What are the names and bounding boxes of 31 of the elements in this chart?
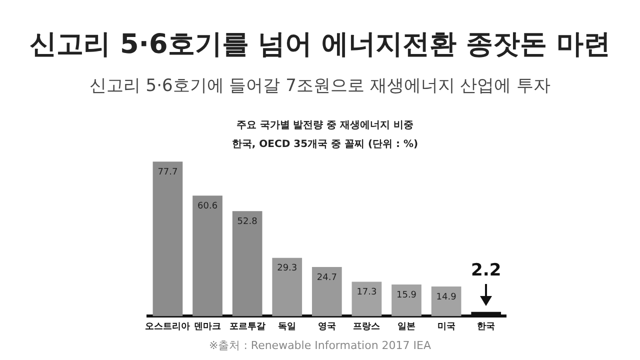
text: 주요 국가별 발전량 중 재생에너지 비중 (235, 119, 415, 133)
text: 한국, OECD 35개국 중 꼴찌 (단위 : %) (230, 138, 420, 152)
data-label: 14.9 (436, 292, 457, 302)
x-tick-label: 일본 (398, 321, 416, 332)
bar (312, 267, 342, 316)
data-label: 52.8 (237, 216, 258, 227)
x-tick-label: 포르투갈 (229, 321, 266, 332)
bar (192, 196, 222, 316)
bar (392, 284, 422, 316)
data-label: 15.9 (396, 290, 417, 300)
x-tick-label: 프랑스 (353, 321, 380, 332)
bar (431, 286, 462, 316)
data-label: 17.3 (356, 288, 377, 298)
x-tick-label: 덴마크 (194, 321, 222, 332)
bar (152, 162, 183, 316)
data-label: 29.3 (277, 264, 298, 274)
text: ※출처 : Renewable Information 2017 IEA (208, 338, 432, 353)
x-tick-label: 영국 (318, 321, 336, 332)
bar (232, 211, 262, 316)
chart-title: 신고리 5·6호기를 넘어 에너지전환 종잣돈 마련 (28, 28, 612, 62)
x-tick-label: 독일 (278, 321, 296, 332)
x-tick-label: 오스트리아 (145, 321, 190, 332)
x-tick-label: 미국 (437, 321, 456, 332)
data-label: 77.7 (158, 167, 178, 178)
x-tick-label: 한국 (477, 321, 496, 332)
chart-subtitle: 신고리 5·6호기에 들어갈 7조원으로 재생에너지 산업에 투자 (88, 75, 552, 97)
data-label: 60.6 (197, 201, 218, 212)
bar (352, 282, 382, 316)
data-label: 24.7 (316, 272, 337, 283)
data-label: 2.2 (471, 260, 502, 281)
bar (272, 258, 302, 316)
